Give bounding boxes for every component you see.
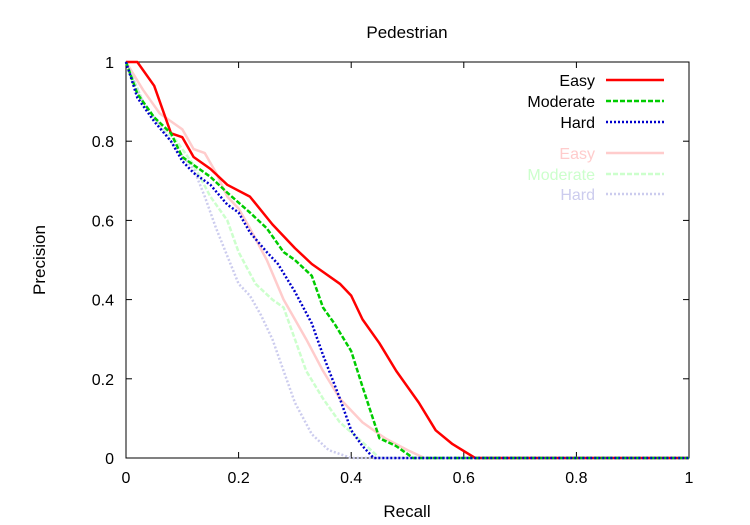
legend-label-easy-faded: Easy	[559, 146, 595, 163]
x-tick-label: 1	[685, 470, 694, 487]
y-tick-label: 0	[105, 451, 114, 468]
legend-label-moderate-faded: Moderate	[527, 167, 595, 184]
y-tick-label: 0.8	[92, 134, 114, 151]
series-line-moderate	[124, 61, 689, 460]
y-tick-label: 0.6	[92, 213, 114, 230]
legend-label-moderate: Moderate	[527, 94, 595, 111]
series-line-hard	[124, 61, 689, 460]
x-tick-labels: 0 0.2 0.4 0.6 0.8 1	[122, 470, 694, 487]
legend-label-easy: Easy	[559, 73, 595, 90]
x-tick-label: 0.2	[227, 470, 249, 487]
series-line-easy-faded	[124, 61, 689, 460]
y-axis-label: Precision	[30, 225, 49, 295]
x-tick-label: 0	[122, 470, 131, 487]
series-line-moderate-faded	[124, 61, 689, 460]
x-tick-label: 0.8	[565, 470, 587, 487]
y-tick-labels: 0 0.2 0.4 0.6 0.8 1	[92, 55, 114, 468]
y-tick-label: 1	[105, 55, 114, 72]
series-layer	[124, 60, 689, 460]
legend-label-hard-faded: Hard	[560, 187, 595, 204]
y-tick-label: 0.2	[92, 372, 114, 389]
legend-label-hard: Hard	[560, 115, 595, 132]
x-tick-label: 0.4	[340, 470, 362, 487]
legend: Easy Moderate Hard Easy Moderate Hard	[527, 73, 664, 204]
chart-title: Pedestrian	[366, 23, 447, 42]
y-tick-label: 0.4	[92, 293, 114, 310]
plot-frame	[125, 61, 690, 459]
x-tick-label: 0.6	[453, 470, 475, 487]
series-line-hard-faded	[124, 61, 689, 460]
x-axis-label: Recall	[383, 502, 430, 521]
axis-ticks	[125, 61, 690, 459]
series-line-easy	[126, 60, 689, 460]
